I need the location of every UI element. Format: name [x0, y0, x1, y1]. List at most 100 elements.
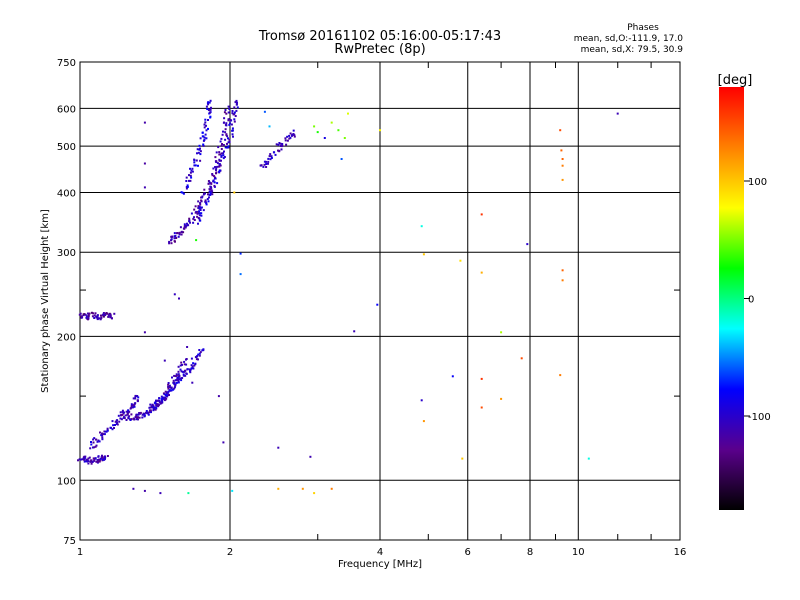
echo-dot	[174, 384, 177, 387]
echo-dot	[219, 164, 222, 167]
echo-dot	[195, 355, 198, 358]
echo-dot	[218, 169, 221, 172]
echo-dot	[186, 185, 189, 188]
echo-dot	[286, 139, 289, 142]
echo-dot	[177, 373, 180, 376]
echo-dot	[102, 433, 105, 436]
echo-dot	[91, 315, 94, 318]
echo-dot	[192, 362, 195, 365]
echo-point	[500, 397, 503, 400]
echo-dot	[192, 367, 195, 370]
echo-dot	[189, 368, 192, 371]
echo-dot	[124, 414, 127, 417]
echo-dot	[191, 170, 194, 173]
echo-dot	[199, 203, 202, 206]
echo-dot	[118, 420, 121, 423]
echo-dot	[99, 457, 102, 460]
echo-dot	[113, 312, 116, 315]
echo-dot	[232, 135, 234, 138]
echo-dot	[102, 313, 105, 316]
echo-dot	[194, 362, 197, 365]
echo-dot	[180, 370, 183, 373]
echo-point	[277, 487, 280, 490]
echo-dot	[145, 411, 147, 414]
echo-dot	[129, 419, 132, 421]
echo-dot	[102, 315, 105, 318]
echo-dot	[158, 399, 161, 402]
echo-dot	[181, 377, 184, 379]
echo-dot	[263, 160, 266, 163]
echo-dot	[190, 364, 193, 367]
echo-trace	[121, 358, 188, 421]
echo-dot	[185, 358, 188, 360]
echo-dot	[262, 165, 265, 168]
echo-dot	[183, 223, 186, 226]
stats-line-x: mean, sd,X: 79.5, 30.9	[581, 45, 684, 55]
echo-point	[561, 178, 564, 181]
echo-dot	[121, 413, 124, 416]
echo-dot	[211, 173, 214, 175]
echo-dot	[90, 441, 92, 443]
echo-dot	[92, 441, 95, 444]
echo-dot	[267, 157, 270, 160]
echo-dot	[106, 455, 109, 457]
echo-dot	[233, 111, 236, 114]
echo-dot	[103, 433, 106, 436]
echo-point	[231, 489, 234, 492]
echo-dot	[214, 166, 217, 169]
echo-dot	[201, 195, 204, 198]
echo-dot	[151, 406, 153, 409]
echo-dot	[134, 402, 137, 405]
echo-dot	[93, 459, 96, 462]
echo-dot	[190, 367, 193, 370]
echo-dot	[199, 147, 201, 150]
echo-dot	[93, 446, 95, 449]
echo-dot	[97, 439, 100, 442]
echo-dot	[172, 388, 175, 391]
echo-point	[420, 225, 423, 228]
echo-dot	[109, 426, 112, 429]
echo-dot	[207, 119, 209, 121]
echo-dot	[281, 143, 284, 145]
echo-dot	[179, 226, 182, 229]
echo-dot	[220, 148, 223, 150]
echo-dot	[269, 153, 272, 156]
echo-dot	[194, 164, 197, 167]
echo-dot	[104, 430, 107, 433]
echo-dot	[100, 434, 103, 437]
echo-dot	[167, 387, 170, 390]
echo-dot	[177, 370, 180, 373]
echo-dot	[231, 112, 234, 115]
echo-dot	[270, 155, 273, 158]
echo-dot	[98, 317, 101, 320]
echo-dot	[95, 315, 98, 318]
echo-point	[459, 259, 462, 262]
echo-dot	[199, 150, 202, 153]
echo-point	[422, 253, 425, 256]
echo-dot	[277, 149, 279, 152]
echo-dot	[157, 405, 160, 408]
y-tick-label: 750	[57, 58, 76, 69]
echo-dot	[163, 396, 165, 399]
echo-dot	[171, 376, 173, 379]
echo-dot	[291, 133, 294, 136]
echo-dot	[192, 217, 195, 220]
minor-ticks	[80, 62, 680, 540]
colorbar-label: [deg]	[718, 73, 753, 88]
echo-dot	[226, 135, 229, 138]
echo-dot	[218, 151, 221, 154]
echo-dot	[196, 212, 199, 215]
echo-dot	[130, 403, 133, 406]
echo-dot	[207, 200, 210, 203]
echo-dot	[171, 235, 174, 238]
echo-dot	[150, 411, 152, 414]
echo-dot	[197, 222, 199, 225]
echo-dot	[201, 131, 204, 134]
echo-dot	[95, 444, 98, 447]
echo-dot	[193, 164, 196, 167]
echo-dot	[206, 108, 209, 110]
echo-dot	[225, 134, 228, 137]
echo-dot	[197, 358, 199, 361]
echo-dot	[269, 158, 272, 161]
echo-dot	[214, 156, 217, 159]
